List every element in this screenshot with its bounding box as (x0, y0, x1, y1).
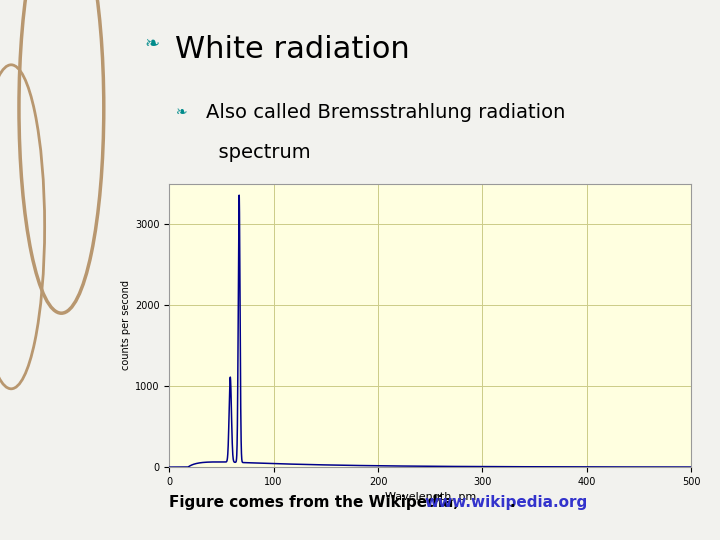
Text: ❧: ❧ (176, 105, 187, 119)
Text: White radiation: White radiation (176, 35, 410, 64)
Text: ❧: ❧ (145, 35, 160, 53)
Text: www.wikipedia.org: www.wikipedia.org (425, 495, 588, 510)
Text: .: . (510, 495, 516, 510)
X-axis label: Wavelength, pm: Wavelength, pm (384, 492, 476, 502)
Text: Figure comes from the Wikipedia,: Figure comes from the Wikipedia, (169, 495, 464, 510)
Y-axis label: counts per second: counts per second (121, 280, 131, 370)
Text: Also called Bremsstrahlung radiation: Also called Bremsstrahlung radiation (206, 103, 565, 122)
Text: spectrum: spectrum (206, 143, 310, 162)
